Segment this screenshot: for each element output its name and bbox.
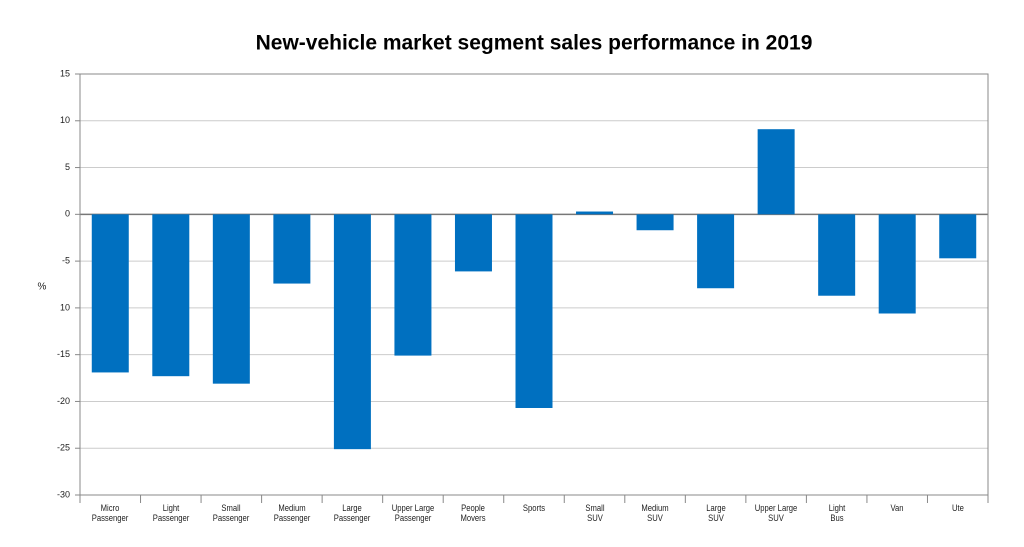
x-tick-label: People Movers bbox=[460, 503, 486, 523]
x-tick-label: Light Passenger bbox=[152, 503, 190, 523]
bar bbox=[939, 214, 977, 259]
y-tick-label: -15 bbox=[57, 349, 70, 359]
x-tick-label: Sports bbox=[522, 503, 546, 513]
x-tick-label: Ute bbox=[951, 503, 964, 513]
bar bbox=[757, 129, 795, 215]
bar bbox=[394, 214, 432, 356]
y-tick-label: 15 bbox=[60, 68, 70, 78]
bar bbox=[697, 214, 735, 289]
x-tick-label: Large Passenger bbox=[334, 503, 371, 523]
bar bbox=[818, 214, 856, 296]
x-tick-label: Micro Passenger bbox=[91, 503, 129, 523]
bar bbox=[515, 214, 553, 408]
y-tick-label: -5 bbox=[62, 255, 70, 265]
y-axis-label: % bbox=[38, 282, 47, 293]
x-tick-label: Medium SUV bbox=[641, 503, 669, 523]
y-tick-label: -30 bbox=[57, 489, 70, 499]
bar bbox=[212, 214, 250, 384]
bar bbox=[576, 211, 614, 215]
x-tick-label: Small Passenger bbox=[213, 503, 250, 523]
bar bbox=[636, 214, 674, 231]
x-tick-label: Van bbox=[890, 503, 904, 513]
chart-title: New-vehicle market segment sales perform… bbox=[256, 32, 813, 55]
x-tick-label: Light Bus bbox=[828, 503, 845, 523]
y-tick-label: 5 bbox=[65, 162, 70, 172]
x-tick-label: Small SUV bbox=[584, 503, 605, 523]
y-tick-label: -20 bbox=[57, 396, 70, 406]
x-tick-label: Upper Large SUV bbox=[754, 503, 798, 523]
bar bbox=[333, 214, 371, 450]
y-tick-label: 10 bbox=[60, 115, 70, 125]
y-tick-label: -25 bbox=[57, 443, 70, 453]
bar bbox=[878, 214, 916, 314]
y-tick-label: 10 bbox=[60, 302, 70, 312]
plot-border bbox=[79, 73, 989, 496]
bar bbox=[273, 214, 311, 284]
x-tick-label: Upper Large Passenger bbox=[391, 503, 435, 523]
bar bbox=[152, 214, 190, 377]
y-tick-label: 0 bbox=[65, 209, 70, 219]
x-tick-label: Large SUV bbox=[705, 503, 726, 523]
bar bbox=[454, 214, 492, 272]
bar bbox=[91, 214, 129, 373]
x-tick-label: Medium Passenger bbox=[273, 503, 311, 523]
